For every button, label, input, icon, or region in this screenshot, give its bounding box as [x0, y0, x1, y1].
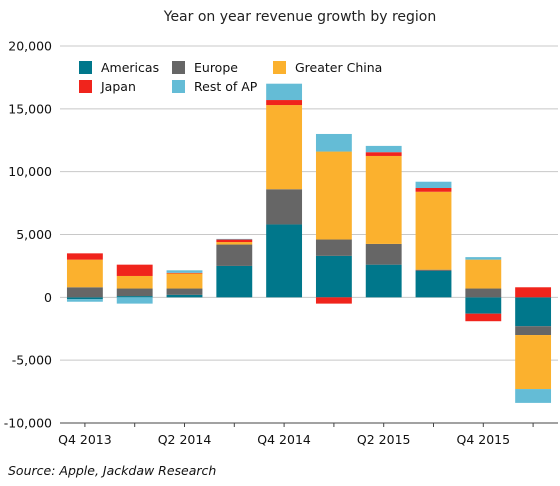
bar-segment: [216, 265, 253, 298]
x-tick-label: Q2 2014: [158, 432, 212, 447]
bar-segment: [415, 191, 452, 270]
bar-segment: [116, 296, 153, 298]
bar-segment: [266, 100, 303, 106]
bar-segment: [315, 133, 352, 152]
bar-segment: [166, 294, 203, 298]
bar-segment: [365, 264, 402, 298]
legend-label: Europe: [194, 60, 238, 75]
bar-segment: [465, 313, 502, 322]
legend-label: Greater China: [295, 60, 382, 75]
bar-segment: [515, 297, 552, 327]
chart-title: Year on year revenue growth by region: [163, 9, 437, 25]
legend-label: Japan: [100, 79, 136, 94]
y-tick-label: -5,000: [12, 353, 52, 368]
bar-segment: [465, 257, 502, 260]
bar-segment: [315, 239, 352, 256]
bar-segment: [465, 259, 502, 289]
bar-segment: [266, 105, 303, 190]
legend: Americas Europe Greater China Japan Rest of …: [79, 60, 382, 94]
bar-segment: [66, 259, 103, 288]
bar-segment: [365, 145, 402, 153]
bar-segment: [166, 273, 203, 289]
bar-segment: [66, 287, 103, 298]
bar-segment: [116, 288, 153, 297]
bar-segment: [515, 389, 552, 403]
bar-segment: [116, 297, 153, 304]
bar-segment: [66, 253, 103, 260]
bar-segment: [415, 270, 452, 298]
bar-segment: [216, 239, 253, 243]
bar-segment: [216, 244, 253, 266]
bar-segment: [515, 326, 552, 336]
bar-segment: [266, 83, 303, 101]
bar-segment: [166, 270, 203, 273]
legend-swatch: [273, 61, 286, 74]
bar-segment: [515, 287, 552, 298]
bar-segment: [116, 275, 153, 289]
bars-layer: [66, 83, 552, 403]
bar-segment: [465, 297, 502, 314]
source-note: Source: Apple, Jackdaw Research: [8, 463, 216, 478]
y-tick-label: 20,000: [8, 39, 52, 54]
bar-segment: [266, 224, 303, 298]
bar-segment: [66, 299, 103, 302]
bar-segment: [415, 269, 452, 271]
y-tick-label: 5,000: [16, 227, 52, 242]
bar-segment: [166, 288, 203, 295]
x-tick-label: Q4 2014: [257, 432, 311, 447]
y-tick-label: -10,000: [4, 416, 52, 431]
bar-segment: [415, 188, 452, 192]
x-tick-label: Q2 2015: [357, 432, 411, 447]
legend-swatch: [172, 61, 185, 74]
bar-segment: [415, 181, 452, 189]
bar-segment: [515, 335, 552, 390]
legend-swatch: [172, 80, 185, 93]
y-tick-label: 15,000: [8, 101, 52, 116]
bar-segment: [465, 288, 502, 298]
bar-segment: [315, 151, 352, 240]
legend-swatch: [79, 61, 92, 74]
bar-segment: [365, 243, 402, 265]
bar-segment: [365, 155, 402, 244]
bar-segment: [216, 238, 253, 240]
bar-segment: [315, 255, 352, 298]
bar-segment: [365, 152, 402, 156]
legend-label: Americas: [101, 60, 159, 75]
bar-segment: [66, 297, 103, 300]
bar-segment: [266, 189, 303, 225]
legend-label: Rest of AP: [194, 79, 258, 94]
x-tick-label: Q4 2015: [457, 432, 511, 447]
bar-segment: [166, 272, 203, 274]
legend-swatch: [79, 80, 92, 93]
x-tick-label: Q4 2013: [58, 432, 112, 447]
bar-segment: [116, 264, 153, 276]
bar-segment: [216, 242, 253, 245]
y-tick-label: 10,000: [8, 164, 52, 179]
axis-layer: -10,000 -5,000 0 5,000 10,000 15,000 20,000 Q4 …: [4, 39, 558, 447]
y-tick-label: 0: [44, 290, 52, 305]
bar-segment: [315, 297, 352, 304]
